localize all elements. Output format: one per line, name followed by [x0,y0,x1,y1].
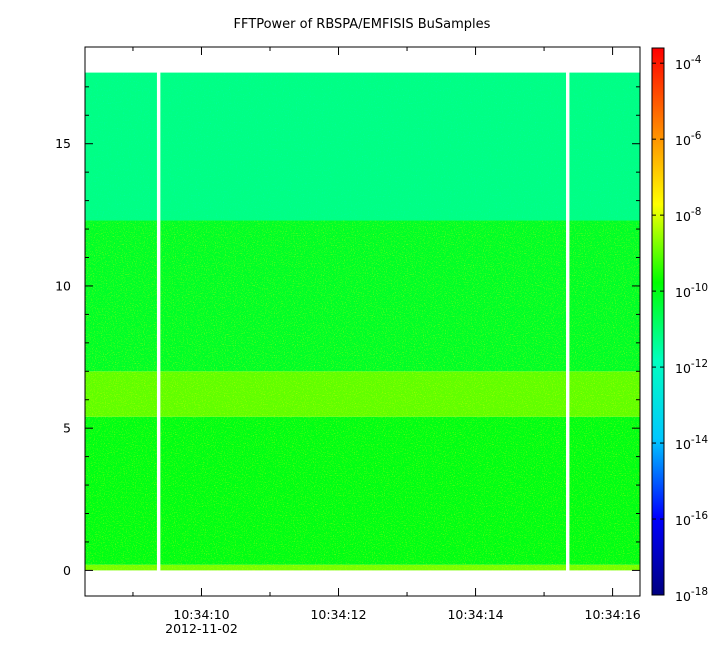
colorbar-tick-label: 10-4 [675,54,702,72]
y-tick-label: 5 [63,421,71,436]
power-band-texture [85,72,640,221]
colorbar-tick-label: 10-12 [675,358,708,376]
colorbar-tick-label: 10-6 [675,130,702,148]
y-tick-label: 10 [55,278,71,293]
data-gap [156,47,161,596]
data-gap [566,47,570,596]
colorbar-tick-label: 10-8 [675,206,701,224]
plot-frame [84,46,641,597]
x-tick-label: 10:34:12 [310,607,366,622]
x-date-label: 2012-11-02 [165,621,238,636]
x-tick-label: 10:34:10 [173,607,229,622]
power-band-texture [85,371,640,417]
colorbar-tick-label: 10-18 [675,586,708,604]
colorbar-tick-label: 10-14 [675,434,708,452]
chart-title: FFTPower of RBSPA/EMFISIS BuSamples [233,17,491,32]
x-tick-label: 10:34:16 [585,607,641,622]
colorbar-tick-label: 10-16 [675,510,708,528]
power-band-texture [85,220,640,372]
x-tick-label: 10:34:14 [447,607,503,622]
y-tick-label: 15 [55,136,71,151]
power-band-texture [85,564,640,571]
power-band-texture [85,416,640,565]
colorbar-tick-label: 10-10 [675,282,708,300]
y-tick-label: 0 [63,563,71,578]
colorbar [651,47,665,596]
